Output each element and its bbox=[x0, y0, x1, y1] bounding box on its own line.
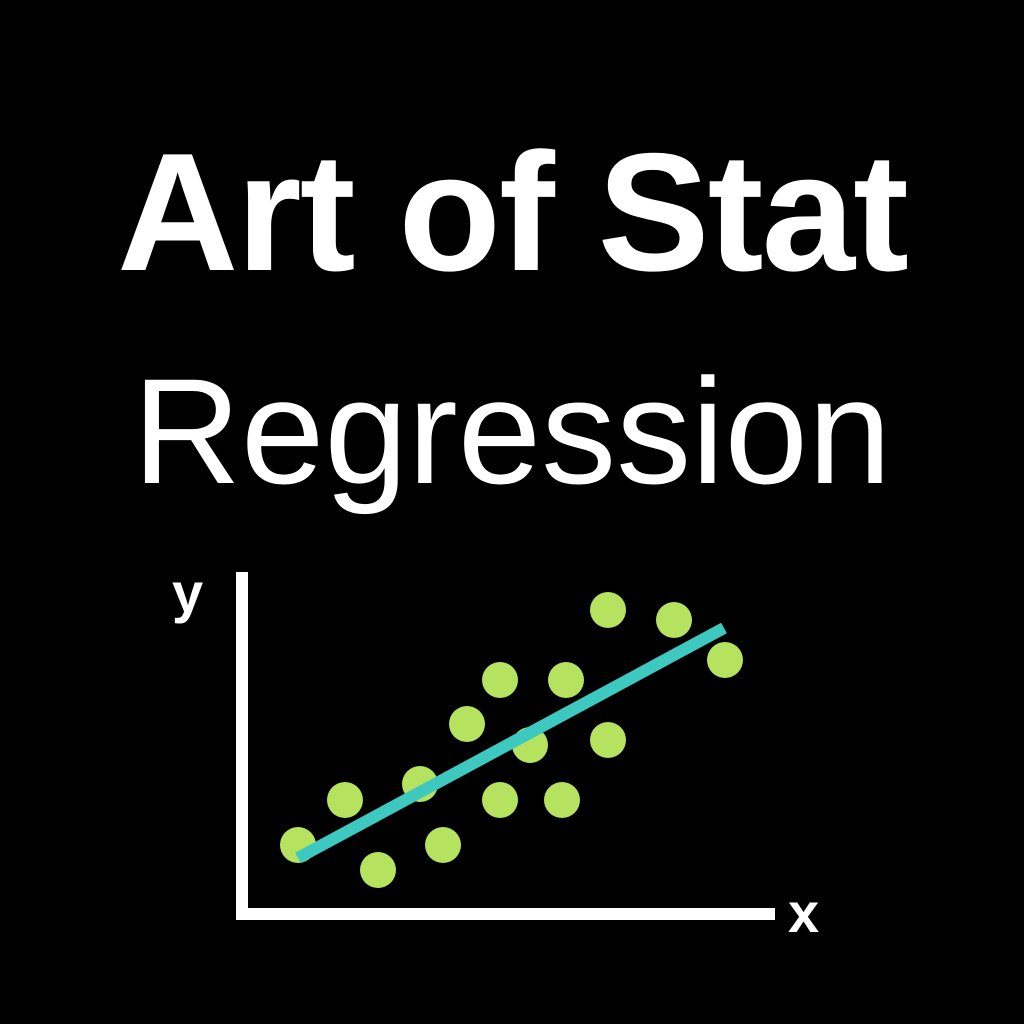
scatter-point bbox=[548, 662, 584, 698]
scatter-point bbox=[360, 852, 396, 888]
scatter-point bbox=[707, 642, 743, 678]
axes: y x bbox=[172, 561, 819, 944]
scatter-point bbox=[482, 782, 518, 818]
regression-line bbox=[295, 622, 727, 864]
scatter-point bbox=[425, 827, 461, 863]
scatter-point bbox=[590, 722, 626, 758]
scatter-point bbox=[482, 662, 518, 698]
app-subtitle: Regression bbox=[132, 347, 892, 515]
y-axis-label: y bbox=[172, 561, 203, 624]
scatter-point bbox=[544, 782, 580, 818]
scatter-point bbox=[449, 706, 485, 742]
app-title: Art of Stat bbox=[117, 118, 909, 306]
scatter-points bbox=[280, 592, 743, 888]
scatter-point bbox=[327, 782, 363, 818]
scatter-point bbox=[590, 592, 626, 628]
scatter-point bbox=[656, 602, 692, 638]
x-axis-label: x bbox=[788, 881, 819, 944]
